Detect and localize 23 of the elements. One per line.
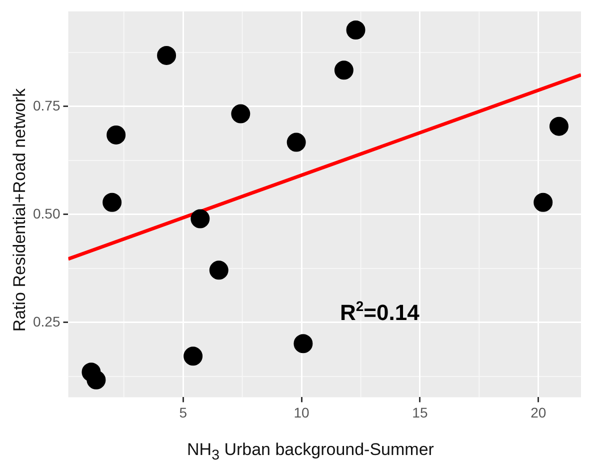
- y-axis-title: Ratio Residential+Road network: [10, 88, 30, 332]
- point: [549, 116, 568, 136]
- y-tick-label: 0.25: [33, 313, 60, 330]
- point: [157, 46, 176, 65]
- x-axis-title: NH$_{3}$ Urban background-Summer: [186, 440, 435, 464]
- point: [286, 132, 306, 152]
- point: [334, 60, 354, 80]
- point: [190, 209, 210, 228]
- y-tick-label: 0.50: [33, 205, 60, 222]
- point: [346, 20, 366, 40]
- point: [231, 104, 250, 124]
- point: [102, 192, 122, 212]
- point: [106, 125, 126, 144]
- x-tick-label: 15: [412, 404, 428, 420]
- x-tick-label: 10: [294, 404, 310, 420]
- point: [294, 334, 313, 354]
- point: [534, 192, 553, 212]
- x-tick-label: 20: [530, 404, 546, 420]
- point: [184, 346, 203, 366]
- point: [209, 260, 228, 280]
- x-tick-label: 5: [179, 404, 188, 420]
- point: [86, 370, 106, 390]
- y-tick-label: 0.75: [33, 97, 60, 114]
